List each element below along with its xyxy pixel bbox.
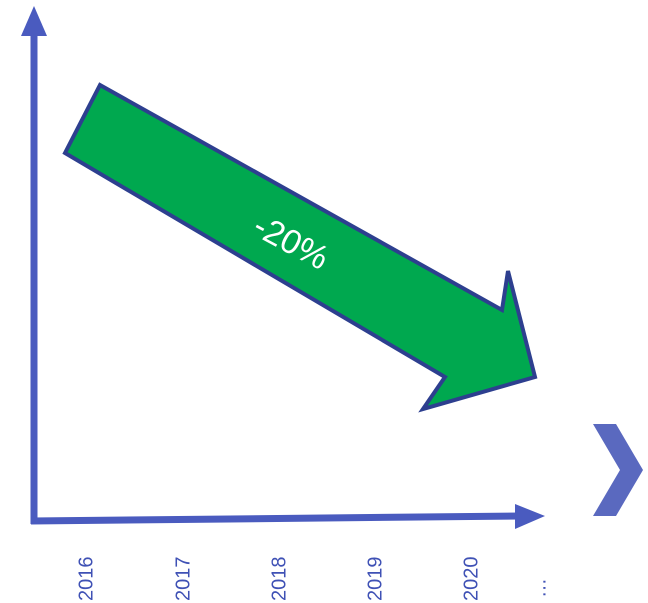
tick-label-2018: 2018 bbox=[268, 557, 290, 602]
tick-label-2020: 2020 bbox=[460, 557, 482, 602]
downtrend-arrow bbox=[62, 82, 538, 413]
x-tick-labels: 2016 2017 2018 2019 2020 … bbox=[75, 557, 550, 602]
y-axis bbox=[21, 6, 47, 524]
tick-label-2017: 2017 bbox=[172, 557, 194, 602]
chevron-right-icon[interactable] bbox=[593, 424, 643, 516]
y-axis-arrowhead bbox=[21, 6, 47, 36]
tick-label-ellipsis: … bbox=[528, 578, 550, 598]
x-axis bbox=[30, 504, 545, 529]
tick-label-2016: 2016 bbox=[75, 557, 97, 602]
tick-label-2019: 2019 bbox=[364, 557, 386, 602]
x-axis-arrowhead bbox=[515, 504, 545, 529]
